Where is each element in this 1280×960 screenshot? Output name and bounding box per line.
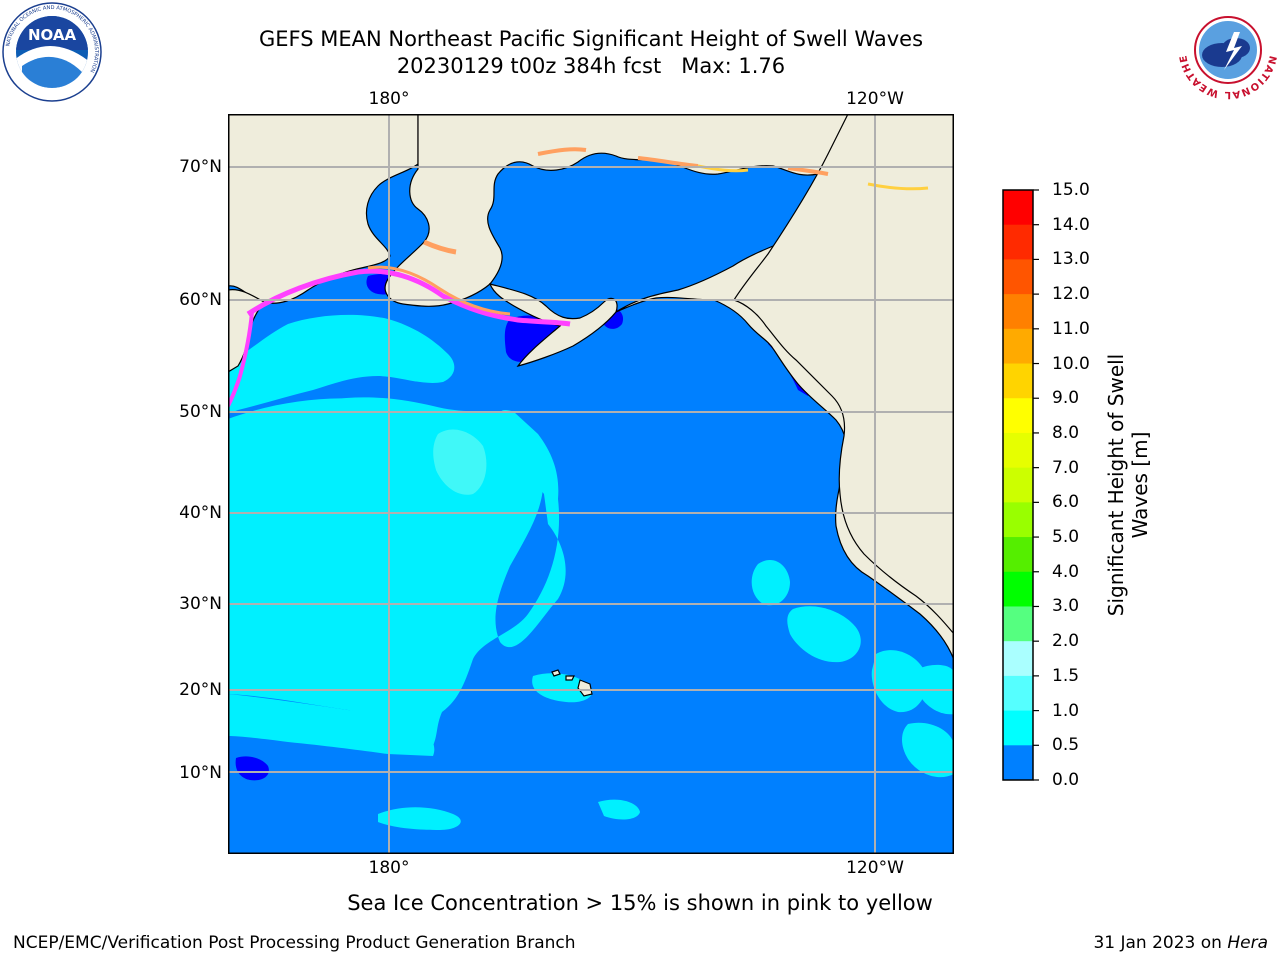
colorbar-frame [1002, 189, 1034, 781]
top-lon-label-120w: 120°W [846, 89, 904, 109]
lat-label-30n: 30°N [179, 594, 222, 614]
sea-ice-bering-edge [367, 265, 511, 316]
lat-label-60n: 60°N [179, 290, 222, 310]
colorbar-segment [1003, 190, 1033, 226]
colorbar-tick-label: 15.0 [1052, 180, 1090, 200]
swell-region-sw [378, 799, 640, 830]
colorbar-tick-label: 13.0 [1052, 249, 1090, 270]
lat-label-20n: 20°N [179, 680, 222, 700]
lat-label-10n: 10°N [179, 763, 222, 783]
colorbar-segment [1003, 259, 1033, 295]
footer-machine: Hera [1227, 933, 1268, 953]
colorbar-tick-label: 12.0 [1052, 284, 1090, 305]
colorbar-segment [1003, 537, 1033, 573]
swell-region-north [228, 314, 455, 414]
bottom-lon-label-180: 180° [368, 858, 410, 878]
colorbar-segment [1003, 675, 1033, 712]
colorbar-segment [1003, 432, 1033, 469]
footer-date: 31 Jan 2023 on Hera [1093, 933, 1268, 953]
noaa-logo: NOAA NATIONAL OCEANIC AND ATMOSPHERIC AD… [2, 2, 102, 102]
sea-ice-chukchi [537, 147, 829, 176]
colorbar-tick-label: 2.0 [1052, 631, 1080, 652]
colorbar-segment [1003, 571, 1033, 607]
colorbar-tick-label: 1.5 [1052, 665, 1080, 686]
swell-region-east-a [751, 560, 790, 606]
colorbar-tick-label: 6.0 [1052, 492, 1080, 513]
colorbar [1002, 189, 1039, 781]
colorbar-tick-label: 7.0 [1052, 457, 1080, 478]
swell-region-east-c [871, 650, 927, 713]
colorbar-tick-label: 3.0 [1052, 596, 1080, 617]
colorbar-tick-label: 0.0 [1052, 770, 1080, 790]
colorbar-segment [1003, 710, 1033, 746]
sea-ice-bering [246, 268, 571, 327]
footer-credit: NCEP/EMC/Verification Post Processing Pr… [13, 933, 576, 953]
colorbar-label: Significant Height of Swell Waves [m] [1104, 354, 1152, 616]
colorbar-segment [1003, 398, 1033, 434]
sea-ice-norton [422, 239, 457, 255]
map-panel [228, 114, 954, 854]
bottom-lon-label-120w: 120°W [846, 858, 904, 878]
colorbar-segment [1003, 328, 1033, 365]
colorbar-tick-label: 0.5 [1052, 735, 1080, 756]
land-alaska-pen [489, 283, 618, 368]
colorbar-tick-label: 4.0 [1052, 561, 1080, 582]
chart-title: GEFS MEAN Northeast Pacific Significant … [258, 27, 924, 51]
colorbar-tick-label: 11.0 [1052, 318, 1090, 339]
graticule [228, 114, 954, 854]
nws-logo: NATIONAL WEATHER SERVICE [1178, 0, 1277, 100]
swell-region-hawaii [532, 673, 593, 703]
colorbar-label-line2: Waves [m] [1128, 431, 1152, 539]
lat-label-70n: 70°N [179, 157, 222, 177]
colorbar-segment [1003, 502, 1033, 538]
top-lon-label-180: 180° [368, 89, 410, 109]
colorbar-label-line1: Significant Height of Swell [1104, 353, 1128, 617]
sea-ice-kamchatka [228, 311, 254, 407]
colorbar-segment [1003, 294, 1033, 330]
sea-ice-note-text: Sea Ice Concentration > 15% is shown in … [347, 891, 933, 915]
swell-region-east-d [902, 722, 954, 778]
colorbar-tick-label: 9.0 [1052, 388, 1080, 409]
swell-region-west [228, 398, 490, 717]
swell-high-patch [433, 429, 487, 495]
colorbar-segment [1003, 606, 1033, 642]
colorbar-segment [1003, 363, 1033, 399]
swell-region-south [228, 674, 435, 756]
chart-subtitle: 20230129 t00z 384h fcst Max: 1.76 [396, 54, 786, 78]
swell-region-east-b [787, 606, 861, 663]
colorbar-tick-label: 5.0 [1052, 527, 1080, 548]
colorbar-segment [1003, 641, 1033, 677]
lat-label-40n: 40°N [179, 503, 222, 523]
colorbar-segment [1003, 745, 1033, 781]
colorbar-tick-label: 10.0 [1052, 353, 1090, 374]
land-na-coast [733, 114, 954, 635]
sea-ice-note: Sea Ice Concentration > 15% is shown in … [0, 891, 1280, 915]
colorbar-segment [1003, 467, 1033, 503]
map-frame [228, 114, 954, 854]
low-swell-sw [235, 756, 269, 781]
colorbar-tick-label: 8.0 [1052, 422, 1080, 443]
colorbar-tick-label: 14.0 [1052, 214, 1090, 235]
svg-text:NOAA: NOAA [28, 26, 77, 44]
footer-date-text: 31 Jan 2023 on [1093, 933, 1228, 953]
colorbar-tick-label: 1.0 [1052, 700, 1080, 721]
lat-label-50n: 50°N [179, 402, 222, 422]
colorbar-segment [1003, 224, 1033, 260]
